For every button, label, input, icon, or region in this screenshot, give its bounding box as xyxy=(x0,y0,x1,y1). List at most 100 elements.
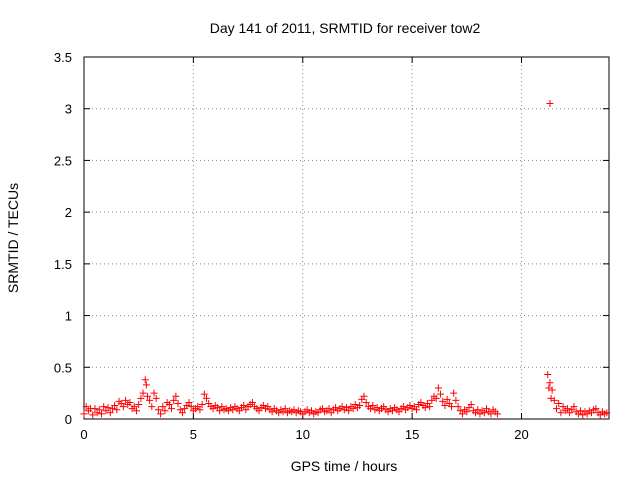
data-point xyxy=(170,396,178,404)
grid-lines xyxy=(84,57,609,419)
data-point xyxy=(150,389,158,397)
data-point xyxy=(104,404,112,412)
data-point xyxy=(216,407,224,415)
data-point xyxy=(248,398,256,406)
data-point xyxy=(570,403,578,411)
data-point xyxy=(137,394,145,402)
data-point xyxy=(434,384,442,392)
data-point xyxy=(139,389,147,397)
y-tick-label: 1 xyxy=(65,309,72,324)
data-point xyxy=(555,399,563,407)
data-point xyxy=(474,406,482,414)
y-axis-label: SRMTID / TECUs xyxy=(5,183,21,293)
data-point xyxy=(203,394,210,402)
data-point xyxy=(146,396,154,404)
data-point xyxy=(413,406,420,414)
data-point xyxy=(82,403,90,411)
x-tick-label: 20 xyxy=(514,427,528,442)
data-point xyxy=(546,100,554,108)
y-tick-labels: 0 0.5 1 1.5 2 2.5 3 3.5 xyxy=(54,50,72,427)
data-point xyxy=(119,403,127,411)
data-point xyxy=(95,406,103,414)
x-tick-label: 0 xyxy=(80,427,87,442)
data-point xyxy=(557,409,565,417)
data-point xyxy=(325,405,333,413)
data-point xyxy=(122,396,130,404)
data-point xyxy=(544,371,552,379)
data-point xyxy=(198,401,206,409)
data-point xyxy=(480,409,488,417)
data-point xyxy=(240,402,248,410)
data-point xyxy=(135,401,143,409)
data-point xyxy=(142,381,150,389)
data-point xyxy=(559,403,567,411)
data-point xyxy=(172,392,180,400)
data-point xyxy=(143,392,151,400)
data-point xyxy=(154,406,162,414)
data-point xyxy=(106,409,114,417)
data-point xyxy=(168,405,175,413)
data-point xyxy=(281,405,289,413)
data-points xyxy=(80,100,611,419)
data-point xyxy=(178,409,186,417)
data-point xyxy=(187,403,195,411)
y-tick-label: 3.5 xyxy=(54,50,72,65)
data-point xyxy=(130,403,138,411)
data-point xyxy=(448,403,455,411)
data-point xyxy=(98,410,105,418)
data-point xyxy=(174,399,182,407)
data-point xyxy=(152,394,160,402)
y-tick-label: 3 xyxy=(65,102,72,117)
data-point xyxy=(493,410,501,418)
data-point xyxy=(550,396,558,404)
x-axis-label: GPS time / hours xyxy=(291,458,398,474)
data-point xyxy=(452,396,460,404)
data-point xyxy=(91,405,99,413)
data-point xyxy=(463,408,471,416)
data-point xyxy=(454,403,462,411)
y-tick-label: 0 xyxy=(65,412,72,427)
y-tick-label: 1.5 xyxy=(54,257,72,272)
x-tick-label: 5 xyxy=(190,427,197,442)
data-point xyxy=(157,410,165,418)
data-point xyxy=(165,401,173,409)
data-point xyxy=(458,410,466,418)
axis-ticks xyxy=(83,56,609,420)
data-point xyxy=(467,401,475,409)
data-point xyxy=(148,403,156,411)
data-point xyxy=(159,403,167,411)
data-point xyxy=(185,398,193,406)
data-point xyxy=(200,390,208,398)
data-point xyxy=(349,405,357,413)
y-tick-label: 0.5 xyxy=(54,360,72,375)
data-point xyxy=(546,379,554,387)
data-point xyxy=(111,402,119,410)
data-point xyxy=(141,376,149,384)
data-point xyxy=(432,394,440,402)
data-point xyxy=(577,407,585,415)
data-point xyxy=(369,402,377,410)
data-point xyxy=(362,398,370,406)
data-point xyxy=(89,411,97,419)
data-point xyxy=(80,410,88,418)
data-point xyxy=(592,405,600,413)
y-tick-label: 2.5 xyxy=(54,153,72,168)
data-point xyxy=(441,402,449,410)
x-tick-label: 10 xyxy=(296,427,310,442)
data-point xyxy=(426,403,434,411)
data-point xyxy=(360,392,368,400)
data-point xyxy=(113,406,121,414)
data-point xyxy=(126,398,134,406)
data-point xyxy=(487,410,495,418)
data-point xyxy=(437,390,445,398)
data-point xyxy=(563,405,571,413)
chart-title: Day 141 of 2011, SRMTID for receiver tow… xyxy=(210,20,481,36)
data-point xyxy=(421,404,429,412)
data-point xyxy=(548,386,556,394)
x-tick-label: 15 xyxy=(405,427,419,442)
data-point xyxy=(553,405,560,413)
y-tick-label: 2 xyxy=(65,205,72,220)
data-point xyxy=(133,407,140,415)
data-point xyxy=(356,402,364,410)
data-point xyxy=(428,396,436,404)
